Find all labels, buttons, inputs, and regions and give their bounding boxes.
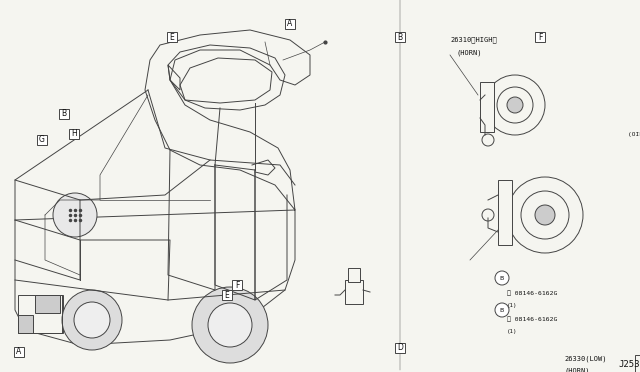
Circle shape bbox=[74, 302, 110, 338]
Text: A: A bbox=[17, 347, 22, 356]
FancyBboxPatch shape bbox=[232, 280, 242, 290]
Circle shape bbox=[53, 193, 97, 237]
Text: 26310〈HIGH〉: 26310〈HIGH〉 bbox=[450, 36, 497, 43]
Text: A: A bbox=[287, 19, 292, 29]
FancyBboxPatch shape bbox=[535, 32, 545, 42]
Circle shape bbox=[62, 290, 122, 350]
FancyBboxPatch shape bbox=[59, 109, 69, 119]
Bar bbox=[635, 355, 640, 372]
FancyBboxPatch shape bbox=[395, 343, 405, 353]
Circle shape bbox=[208, 303, 252, 347]
Circle shape bbox=[485, 75, 545, 135]
Text: B: B bbox=[500, 276, 504, 280]
Text: (1): (1) bbox=[507, 303, 518, 308]
Text: B: B bbox=[500, 308, 504, 312]
Text: Ⓑ 08146-6162G: Ⓑ 08146-6162G bbox=[507, 290, 557, 296]
Bar bbox=[35, 295, 60, 313]
Text: B: B bbox=[397, 32, 403, 42]
Text: 26330(LOW): 26330(LOW) bbox=[564, 355, 607, 362]
Circle shape bbox=[482, 134, 494, 146]
Bar bbox=[18, 295, 63, 333]
Text: H: H bbox=[71, 129, 77, 138]
Text: E: E bbox=[170, 32, 174, 42]
Circle shape bbox=[507, 97, 523, 113]
Text: (HORN): (HORN) bbox=[564, 368, 589, 372]
Circle shape bbox=[495, 271, 509, 285]
Circle shape bbox=[507, 177, 583, 253]
Bar bbox=[498, 180, 512, 245]
Bar bbox=[348, 268, 360, 282]
FancyBboxPatch shape bbox=[395, 32, 405, 42]
Circle shape bbox=[495, 303, 509, 317]
Text: Ⓑ 08146-6162G: Ⓑ 08146-6162G bbox=[507, 316, 557, 321]
Circle shape bbox=[521, 191, 569, 239]
Circle shape bbox=[192, 287, 268, 363]
Circle shape bbox=[497, 87, 533, 123]
Text: (OIL PRESSURE SWITCH): (OIL PRESSURE SWITCH) bbox=[628, 132, 640, 137]
Text: F: F bbox=[538, 32, 542, 42]
FancyBboxPatch shape bbox=[285, 19, 295, 29]
Bar bbox=[18, 315, 33, 333]
Text: D: D bbox=[397, 343, 403, 353]
FancyBboxPatch shape bbox=[37, 135, 47, 145]
Text: B: B bbox=[61, 109, 67, 119]
Bar bbox=[480, 82, 494, 132]
FancyBboxPatch shape bbox=[69, 129, 79, 139]
Text: G: G bbox=[39, 135, 45, 144]
Text: F: F bbox=[235, 280, 239, 289]
FancyBboxPatch shape bbox=[14, 347, 24, 357]
Text: (1): (1) bbox=[507, 329, 518, 334]
Text: E: E bbox=[225, 291, 229, 299]
Circle shape bbox=[482, 209, 494, 221]
FancyBboxPatch shape bbox=[222, 290, 232, 300]
Bar bbox=[345, 280, 363, 304]
Text: J253013B: J253013B bbox=[618, 360, 640, 369]
FancyBboxPatch shape bbox=[167, 32, 177, 42]
Circle shape bbox=[535, 205, 555, 225]
Text: (HORN): (HORN) bbox=[456, 50, 481, 57]
